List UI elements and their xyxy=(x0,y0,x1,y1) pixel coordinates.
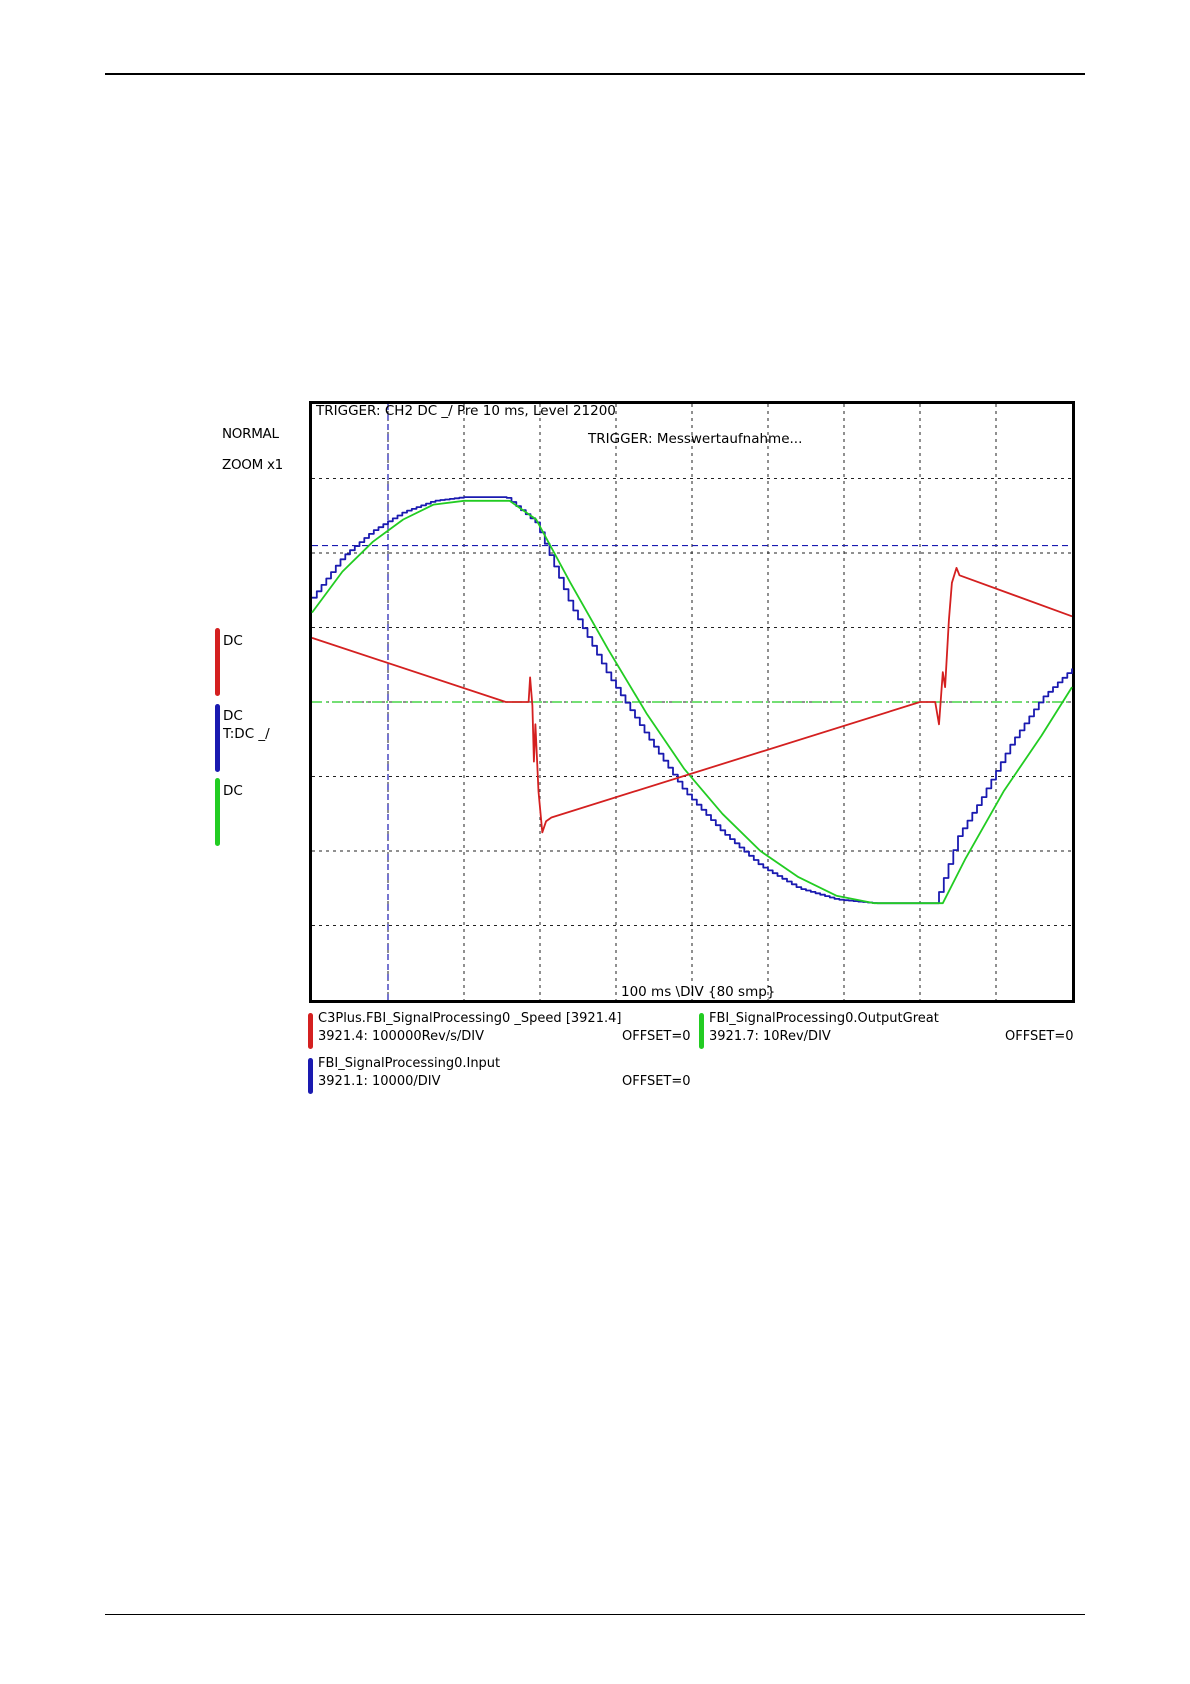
trace-fbi-signalprocessing0-outputgreat xyxy=(311,499,1073,905)
legend-3-name: FBI_SignalProcessing0.Input xyxy=(318,1056,501,1071)
trace-c3plus-fbi-signalprocessing0-speed-3921-4- xyxy=(311,567,1073,834)
legend-2-name: FBI_SignalProcessing0.OutputGreat xyxy=(709,1011,939,1026)
mode-label: NORMAL xyxy=(222,426,279,442)
legend-1-color-bar xyxy=(308,1013,313,1049)
legend-3-scale: 3921.1: 10000/DIV xyxy=(318,1074,441,1089)
timebase-text: 100 ms \DIV {80 smp} xyxy=(621,984,775,1000)
legend-1-name: C3Plus.FBI_SignalProcessing0 _Speed [392… xyxy=(318,1011,622,1026)
legend-1-scale: 3921.4: 100000Rev/s/DIV xyxy=(318,1029,485,1044)
oscilloscope-plot: TRIGGER: CH2 DC _/ Pre 10 ms, Level 2120… xyxy=(311,403,1073,1000)
channel-2-coupling: DC xyxy=(223,708,243,724)
channel-3-color-bar xyxy=(215,778,220,846)
legend-3-color-bar xyxy=(308,1058,313,1094)
page-header-rule xyxy=(105,73,1085,75)
legend-2-offset: OFFSET=0 xyxy=(1005,1029,1074,1044)
channel-2-trigger: T:DC _/ xyxy=(223,726,270,742)
legend-2-scale: 3921.7: 10Rev/DIV xyxy=(709,1029,831,1044)
legend-1-offset: OFFSET=0 xyxy=(622,1029,691,1044)
legend-3-offset: OFFSET=0 xyxy=(622,1074,691,1089)
channel-1-color-bar xyxy=(215,628,220,696)
page-footer-rule xyxy=(105,1614,1085,1615)
legend-2-color-bar xyxy=(699,1013,704,1049)
channel-1-coupling: DC xyxy=(223,633,243,649)
channel-2-color-bar xyxy=(215,704,220,772)
trigger-status-text: TRIGGER: Messwertaufnahme... xyxy=(587,431,802,447)
trigger-info-text: TRIGGER: CH2 DC _/ Pre 10 ms, Level 2120… xyxy=(315,403,616,419)
channel-3-coupling: DC xyxy=(223,783,243,799)
trace-fbi-signalprocessing0-input xyxy=(312,496,1073,905)
zoom-label: ZOOM x1 xyxy=(222,457,283,473)
